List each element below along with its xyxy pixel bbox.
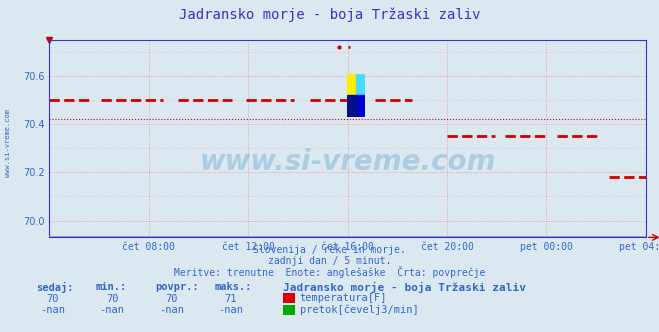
Text: 70: 70 <box>106 294 118 304</box>
Text: -nan: -nan <box>100 305 125 315</box>
Text: min.:: min.: <box>96 282 127 292</box>
Text: Jadransko morje - boja Tržaski zaliv: Jadransko morje - boja Tržaski zaliv <box>179 8 480 22</box>
Bar <box>347 74 356 95</box>
Text: pretok[čevelj3/min]: pretok[čevelj3/min] <box>300 305 418 315</box>
Text: maks.:: maks.: <box>214 282 252 292</box>
Text: sedaj:: sedaj: <box>36 282 74 293</box>
Text: 70: 70 <box>47 294 59 304</box>
Text: www.si-vreme.com: www.si-vreme.com <box>200 148 496 176</box>
Text: -nan: -nan <box>40 305 65 315</box>
Bar <box>347 95 356 117</box>
Bar <box>356 95 365 117</box>
Text: www.si-vreme.com: www.si-vreme.com <box>5 109 11 177</box>
Text: Jadransko morje - boja Tržaski zaliv: Jadransko morje - boja Tržaski zaliv <box>283 282 527 293</box>
Text: -nan: -nan <box>159 305 184 315</box>
Bar <box>356 74 365 95</box>
Text: Slovenija / reke in morje.: Slovenija / reke in morje. <box>253 245 406 255</box>
Text: 70: 70 <box>165 294 177 304</box>
Text: Meritve: trenutne  Enote: anglešaške  Črta: povprečje: Meritve: trenutne Enote: anglešaške Črta… <box>174 266 485 278</box>
Text: 71: 71 <box>225 294 237 304</box>
Text: -nan: -nan <box>218 305 243 315</box>
Text: temperatura[F]: temperatura[F] <box>300 293 387 303</box>
Text: zadnji dan / 5 minut.: zadnji dan / 5 minut. <box>268 256 391 266</box>
Text: povpr.:: povpr.: <box>155 282 198 292</box>
